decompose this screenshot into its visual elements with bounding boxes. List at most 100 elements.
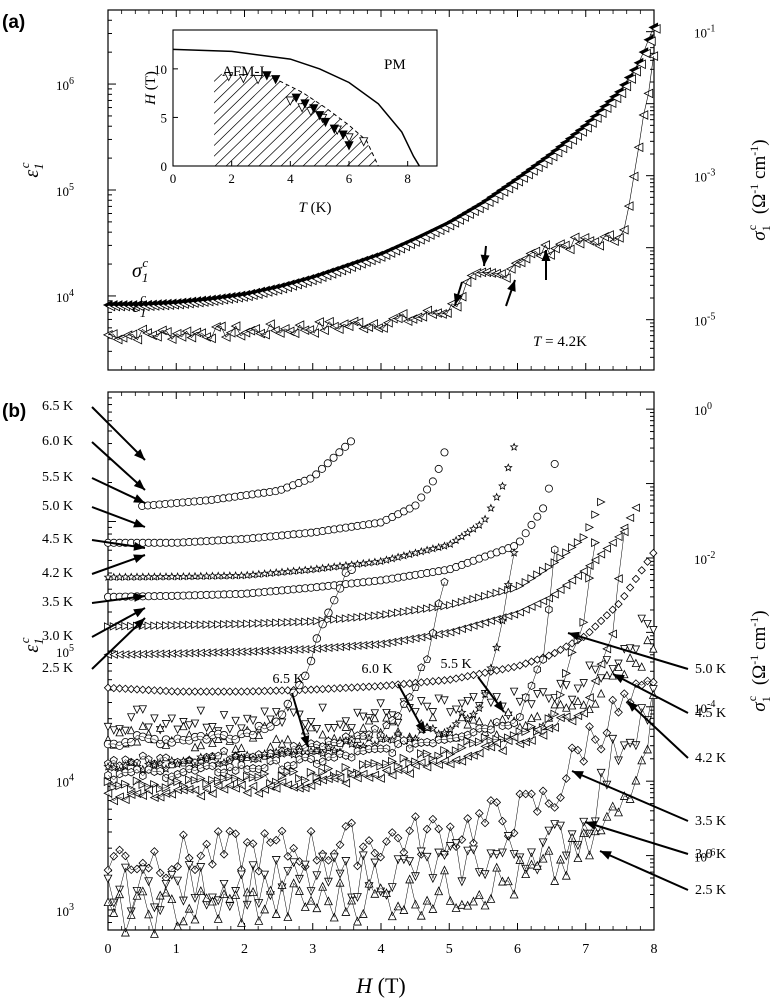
left-temp-arrow (91, 539, 146, 551)
sigma-point-4.5K (144, 621, 154, 630)
arrow-head (541, 250, 551, 261)
sigma-point-5.0K (544, 484, 553, 493)
inset-x-tick-label: 6 (346, 171, 353, 186)
y-right-tick-label: 10-2 (694, 550, 715, 567)
epsilon-point-5.5K (109, 762, 119, 772)
sigma-point-3.5K (550, 648, 559, 658)
sigma-point-4.5K (573, 538, 583, 547)
sigma-point-4.2K (515, 607, 524, 617)
sigma-point-4.5K (457, 597, 467, 607)
sigma-point-6.0K (411, 501, 420, 510)
series-a-0-point-open (631, 66, 641, 77)
sigma-point-4.5K (486, 590, 496, 599)
sigma-point-3.0K (266, 715, 275, 725)
series-a-0-point-open (626, 74, 636, 84)
sigma-point-3.5K (225, 687, 234, 696)
sigma-point-2.5K (631, 658, 641, 668)
sigma-point-3.0K (161, 720, 171, 729)
right-temp-label: 5.0 K (695, 662, 726, 677)
hatch-line (468, 30, 608, 166)
sigma-point-3.5K (364, 682, 374, 691)
sigma-point-3.5K (643, 557, 652, 566)
sigma-point-5.5K (266, 568, 275, 578)
arrow-anomaly (505, 279, 516, 307)
epsilon-point-6.0K (109, 755, 118, 764)
sigma-point-5.5K (399, 551, 409, 560)
x-tick-label: 7 (582, 942, 589, 957)
sigma-point-4.5K (347, 613, 357, 623)
series-a-0-point-open (636, 59, 646, 70)
sigma-point-3.5K (492, 666, 501, 675)
sigma-point-5.5K (126, 572, 136, 581)
sigma-point-3.0K (509, 687, 519, 697)
left-temp-arrow (91, 617, 146, 670)
middle-temp-arrow (397, 683, 426, 734)
sigma-point-3.0K (469, 693, 478, 702)
series-a-0-point-open (518, 173, 528, 183)
sigma-point-3.0K (515, 697, 525, 707)
sigma-point-5.0K (550, 459, 559, 468)
sigma-point-4.5K (208, 620, 217, 629)
epsilon-point-5.5K (428, 723, 438, 733)
sigma-point-3.5K (370, 682, 380, 691)
hatch-line (0, 30, 113, 166)
sigma-point-4.5K (527, 574, 536, 583)
right-temp-label: 2.5 K (695, 883, 726, 898)
sigma-point-2.5K (306, 722, 316, 732)
epsilon-point-6.0K (214, 751, 223, 760)
arrow-shaft (91, 406, 146, 461)
sigma-point-5.5K (219, 571, 229, 580)
sigma-point-5.5K (120, 572, 130, 581)
sigma-point-5.5K (405, 549, 415, 559)
hatch-line (214, 73, 301, 166)
hatch-line (457, 30, 597, 166)
arrow-head (134, 449, 145, 460)
x-tick-label: 5 (446, 942, 453, 957)
sigma-point-5.5K (178, 571, 188, 581)
sigma-point-3.0K (440, 696, 449, 705)
sigma-point-3.0K (196, 706, 206, 716)
hatch-line (214, 73, 356, 166)
sigma-point-5.5K (260, 569, 270, 578)
left-temp-label: 6.5 K (42, 399, 73, 414)
series-a-0-point-open (567, 135, 578, 145)
y-right-tick-label: 10-1 (694, 24, 715, 41)
sigma-point-4.5K (179, 620, 188, 630)
series-a-0-point-open (582, 122, 592, 133)
left-temp-label: 3.0 K (42, 629, 73, 644)
y-right-axis-label-text: σ1c (Ω-1 cm-1) (745, 139, 773, 240)
right-temp-label: 3.5 K (695, 814, 726, 829)
sigma-point-4.5K (272, 618, 281, 628)
inset-point-open (344, 133, 354, 143)
sigma-point-3.0K (126, 713, 136, 722)
sigma-point-5.5K (283, 567, 293, 576)
sigma-point-4.2K (602, 544, 611, 553)
sigma-point-4.5K (336, 614, 345, 624)
sigma-point-4.5K (585, 523, 594, 532)
left-temp-label: 2.5 K (42, 661, 73, 676)
y-right-tick-label: 100 (694, 401, 712, 418)
sigma-point-2.5K (463, 719, 472, 729)
sigma-point-3.5K (190, 687, 200, 696)
inset-region-label-pm: PM (384, 57, 406, 73)
sigma-point-5.5K (103, 572, 113, 582)
sigma-point-2.5K (283, 734, 293, 744)
series-a-0-point-open (562, 139, 573, 150)
epsilon-point-5.5K (271, 747, 281, 757)
series-a-0-point-open (641, 48, 651, 59)
inset-point-open (253, 75, 263, 85)
sigma-point-6.5K (329, 453, 338, 462)
sigma-point-3.5K (103, 683, 113, 692)
sigma-point-4.5K (237, 619, 246, 629)
series-a-0-point-open (601, 103, 612, 114)
sigma-point-5.5K (202, 571, 211, 580)
arrow-head (493, 700, 504, 712)
y-left-axis-label-text: ε1c (17, 637, 46, 652)
epsilon-point-5.5K (393, 729, 403, 739)
epsilon-line (107, 694, 654, 934)
sigma-point-3.5K (138, 685, 147, 694)
sigma-point-2.5K (190, 742, 200, 752)
inset-phase-boundary (172, 48, 421, 167)
sigma-point-3.5K (185, 687, 194, 696)
